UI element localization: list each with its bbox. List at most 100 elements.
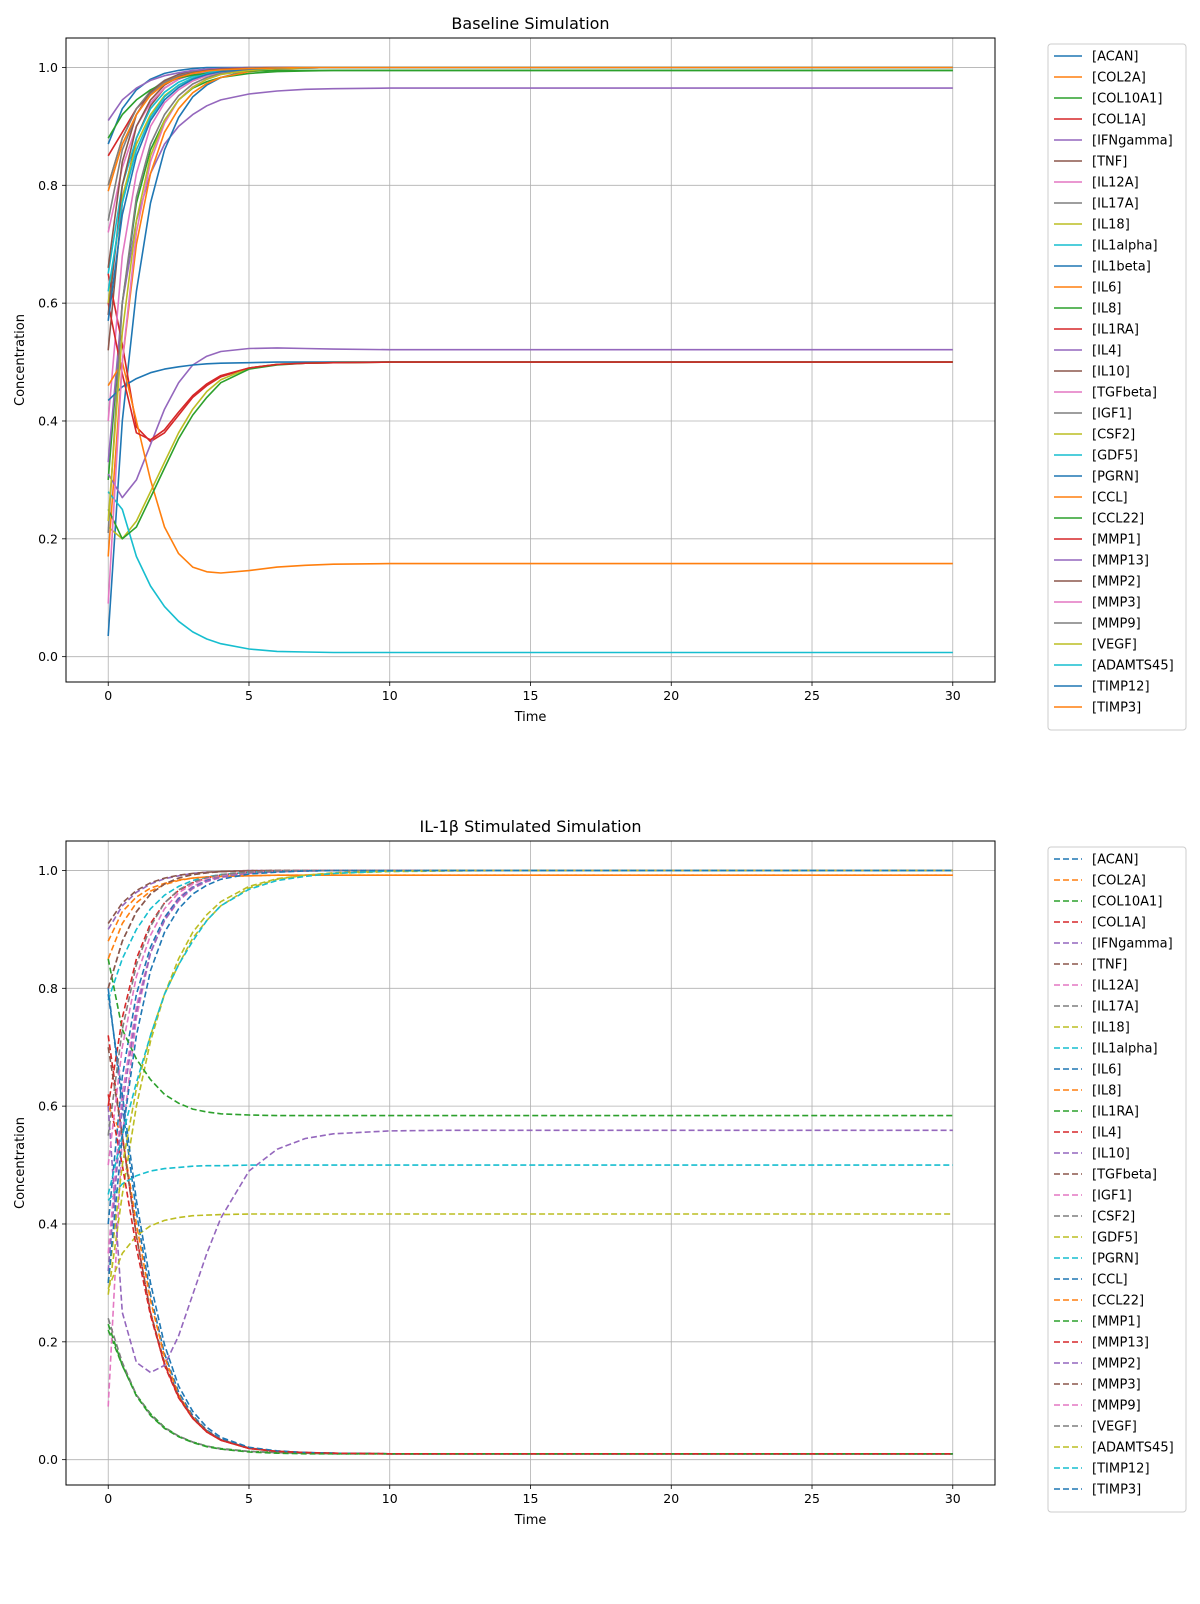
chart-panel-2: 0 5 10 15 20 25 30 0.0 0.2 0.4 0.6 0.8 1.0 IL-1β Stim…	[13, 817, 1187, 1528]
legend-label-17: [IGF1]	[1092, 1189, 1132, 1204]
series-line-22	[107, 874, 953, 960]
x-tick-label: 10	[382, 1491, 398, 1506]
y-axis-label: Concentration	[13, 314, 28, 406]
y-tick-label: 0.6	[38, 296, 58, 311]
legend-label-15: [IL10]	[1092, 1147, 1130, 1162]
legend-label-18: [CSF2]	[1092, 1210, 1135, 1225]
legend-label-22: [CCL22]	[1092, 1294, 1144, 1309]
legend-label-9: [IL18]	[1092, 218, 1130, 233]
legend-label-20: [GDF5]	[1092, 449, 1138, 464]
chart-title: Baseline Simulation	[451, 14, 609, 33]
x-tick-label: 30	[945, 1491, 961, 1506]
legend-label-32: [TIMP3]	[1092, 701, 1141, 716]
legend-label-13: [IL8]	[1092, 302, 1122, 317]
y-tick-label: 1.0	[38, 60, 58, 75]
legend-label-19: [GDF5]	[1092, 1231, 1138, 1246]
chart-panel-1: 0 5 10 15 20 25 30 0.0 0.2 0.4 0.6 0.8 1.0 Baseline S…	[13, 14, 1187, 731]
x-tick-label: 15	[523, 688, 539, 703]
series-line-31	[107, 869, 953, 1283]
legend-label-17: [TGFbeta]	[1092, 386, 1157, 401]
series-line-32	[107, 66, 953, 192]
legend: [ACAN] [COL2A] [COL10A1] [COL1A] [IFNgamma] […	[1047, 43, 1187, 731]
legend-label-5: [IFNgamma]	[1092, 937, 1173, 952]
x-tick-label: 10	[382, 688, 398, 703]
legend-label-10: [IL1alpha]	[1092, 1042, 1158, 1057]
series-line-20	[107, 1164, 953, 1201]
legend-label-8: [IL17A]	[1092, 197, 1139, 212]
legend-label-21: [CCL]	[1092, 1273, 1128, 1288]
legend-label-2: [COL2A]	[1092, 874, 1146, 889]
legend-box	[1047, 43, 1187, 731]
legend-label-25: [MMP2]	[1092, 1357, 1141, 1372]
legend-label-27: [MMP3]	[1092, 596, 1141, 611]
legend-label-1: [ACAN]	[1092, 853, 1139, 868]
legend-label-31: [TIMP3]	[1092, 1483, 1141, 1498]
series-line-19	[107, 1213, 953, 1290]
legend-label-23: [CCL22]	[1092, 512, 1144, 527]
x-axis-label: Time	[514, 1513, 547, 1528]
legend-label-18: [IGF1]	[1092, 407, 1132, 422]
legend-label-31: [TIMP12]	[1092, 680, 1150, 695]
series-line-30	[107, 869, 953, 1195]
series-line-22	[107, 361, 953, 574]
x-tick-label: 15	[523, 1491, 539, 1506]
y-tick-label: 0.0	[38, 1452, 58, 1467]
x-tick-label: 20	[663, 1491, 679, 1506]
legend-label-26: [MMP3]	[1092, 1378, 1141, 1393]
legend-label-23: [MMP1]	[1092, 1315, 1141, 1330]
legend-label-19: [CSF2]	[1092, 428, 1135, 443]
legend-label-16: [IL10]	[1092, 365, 1130, 380]
y-axis-label: Concentration	[13, 1117, 28, 1209]
y-tick-label: 0.6	[38, 1099, 58, 1114]
legend-label-7: [IL12A]	[1092, 176, 1139, 191]
legend-label-28: [VEGF]	[1092, 1420, 1137, 1435]
series-line-28	[107, 869, 953, 1136]
chart-title: IL-1β Stimulated Simulation	[419, 817, 641, 836]
legend-label-15: [IL4]	[1092, 344, 1122, 359]
legend-label-10: [IL1alpha]	[1092, 239, 1158, 254]
x-axis-label: Time	[514, 710, 547, 725]
legend-label-1: [ACAN]	[1092, 50, 1139, 65]
legend-label-3: [COL10A1]	[1092, 895, 1162, 910]
legend-label-12: [IL6]	[1092, 281, 1122, 296]
legend-label-30: [ADAMTS45]	[1092, 659, 1174, 674]
series-group	[107, 66, 953, 654]
legend-label-16: [TGFbeta]	[1092, 1168, 1157, 1183]
legend-label-29: [VEGF]	[1092, 638, 1137, 653]
series-group	[107, 869, 953, 1455]
x-tick-label: 25	[804, 688, 820, 703]
y-tick-label: 0.4	[38, 1216, 58, 1231]
series-line-15	[107, 1106, 953, 1374]
legend-label-4: [COL1A]	[1092, 113, 1146, 128]
series-line-24	[107, 302, 953, 441]
x-tick-label: 25	[804, 1491, 820, 1506]
legend-label-7: [IL12A]	[1092, 979, 1139, 994]
legend-label-11: [IL6]	[1092, 1063, 1122, 1078]
x-tick-label: 5	[245, 1491, 253, 1506]
legend-label-8: [IL17A]	[1092, 1000, 1139, 1015]
legend-label-12: [IL8]	[1092, 1084, 1122, 1099]
x-tick-label: 0	[104, 688, 112, 703]
y-tick-label: 0.8	[38, 981, 58, 996]
x-tick-label: 20	[663, 688, 679, 703]
legend-label-14: [IL1RA]	[1092, 323, 1139, 338]
legend-label-6: [TNF]	[1092, 155, 1127, 170]
series-line-29	[107, 869, 953, 1283]
y-tick-label: 0.8	[38, 178, 58, 193]
legend-label-29: [ADAMTS45]	[1092, 1441, 1174, 1456]
legend-label-24: [MMP1]	[1092, 533, 1141, 548]
legend-label-14: [IL4]	[1092, 1126, 1122, 1141]
legend-label-2: [COL2A]	[1092, 71, 1146, 86]
legend-label-28: [MMP9]	[1092, 617, 1141, 632]
legend-label-21: [PGRN]	[1092, 470, 1139, 485]
series-line-13	[107, 958, 953, 1117]
legend-label-13: [IL1RA]	[1092, 1105, 1139, 1120]
legend-label-6: [TNF]	[1092, 958, 1127, 973]
series-line-20	[107, 491, 953, 654]
x-tick-label: 0	[104, 1491, 112, 1506]
legend: [ACAN] [COL2A] [COL10A1] [COL1A] [IFNgamma] […	[1047, 846, 1187, 1513]
y-tick-label: 1.0	[38, 863, 58, 878]
legend-label-4: [COL1A]	[1092, 916, 1146, 931]
